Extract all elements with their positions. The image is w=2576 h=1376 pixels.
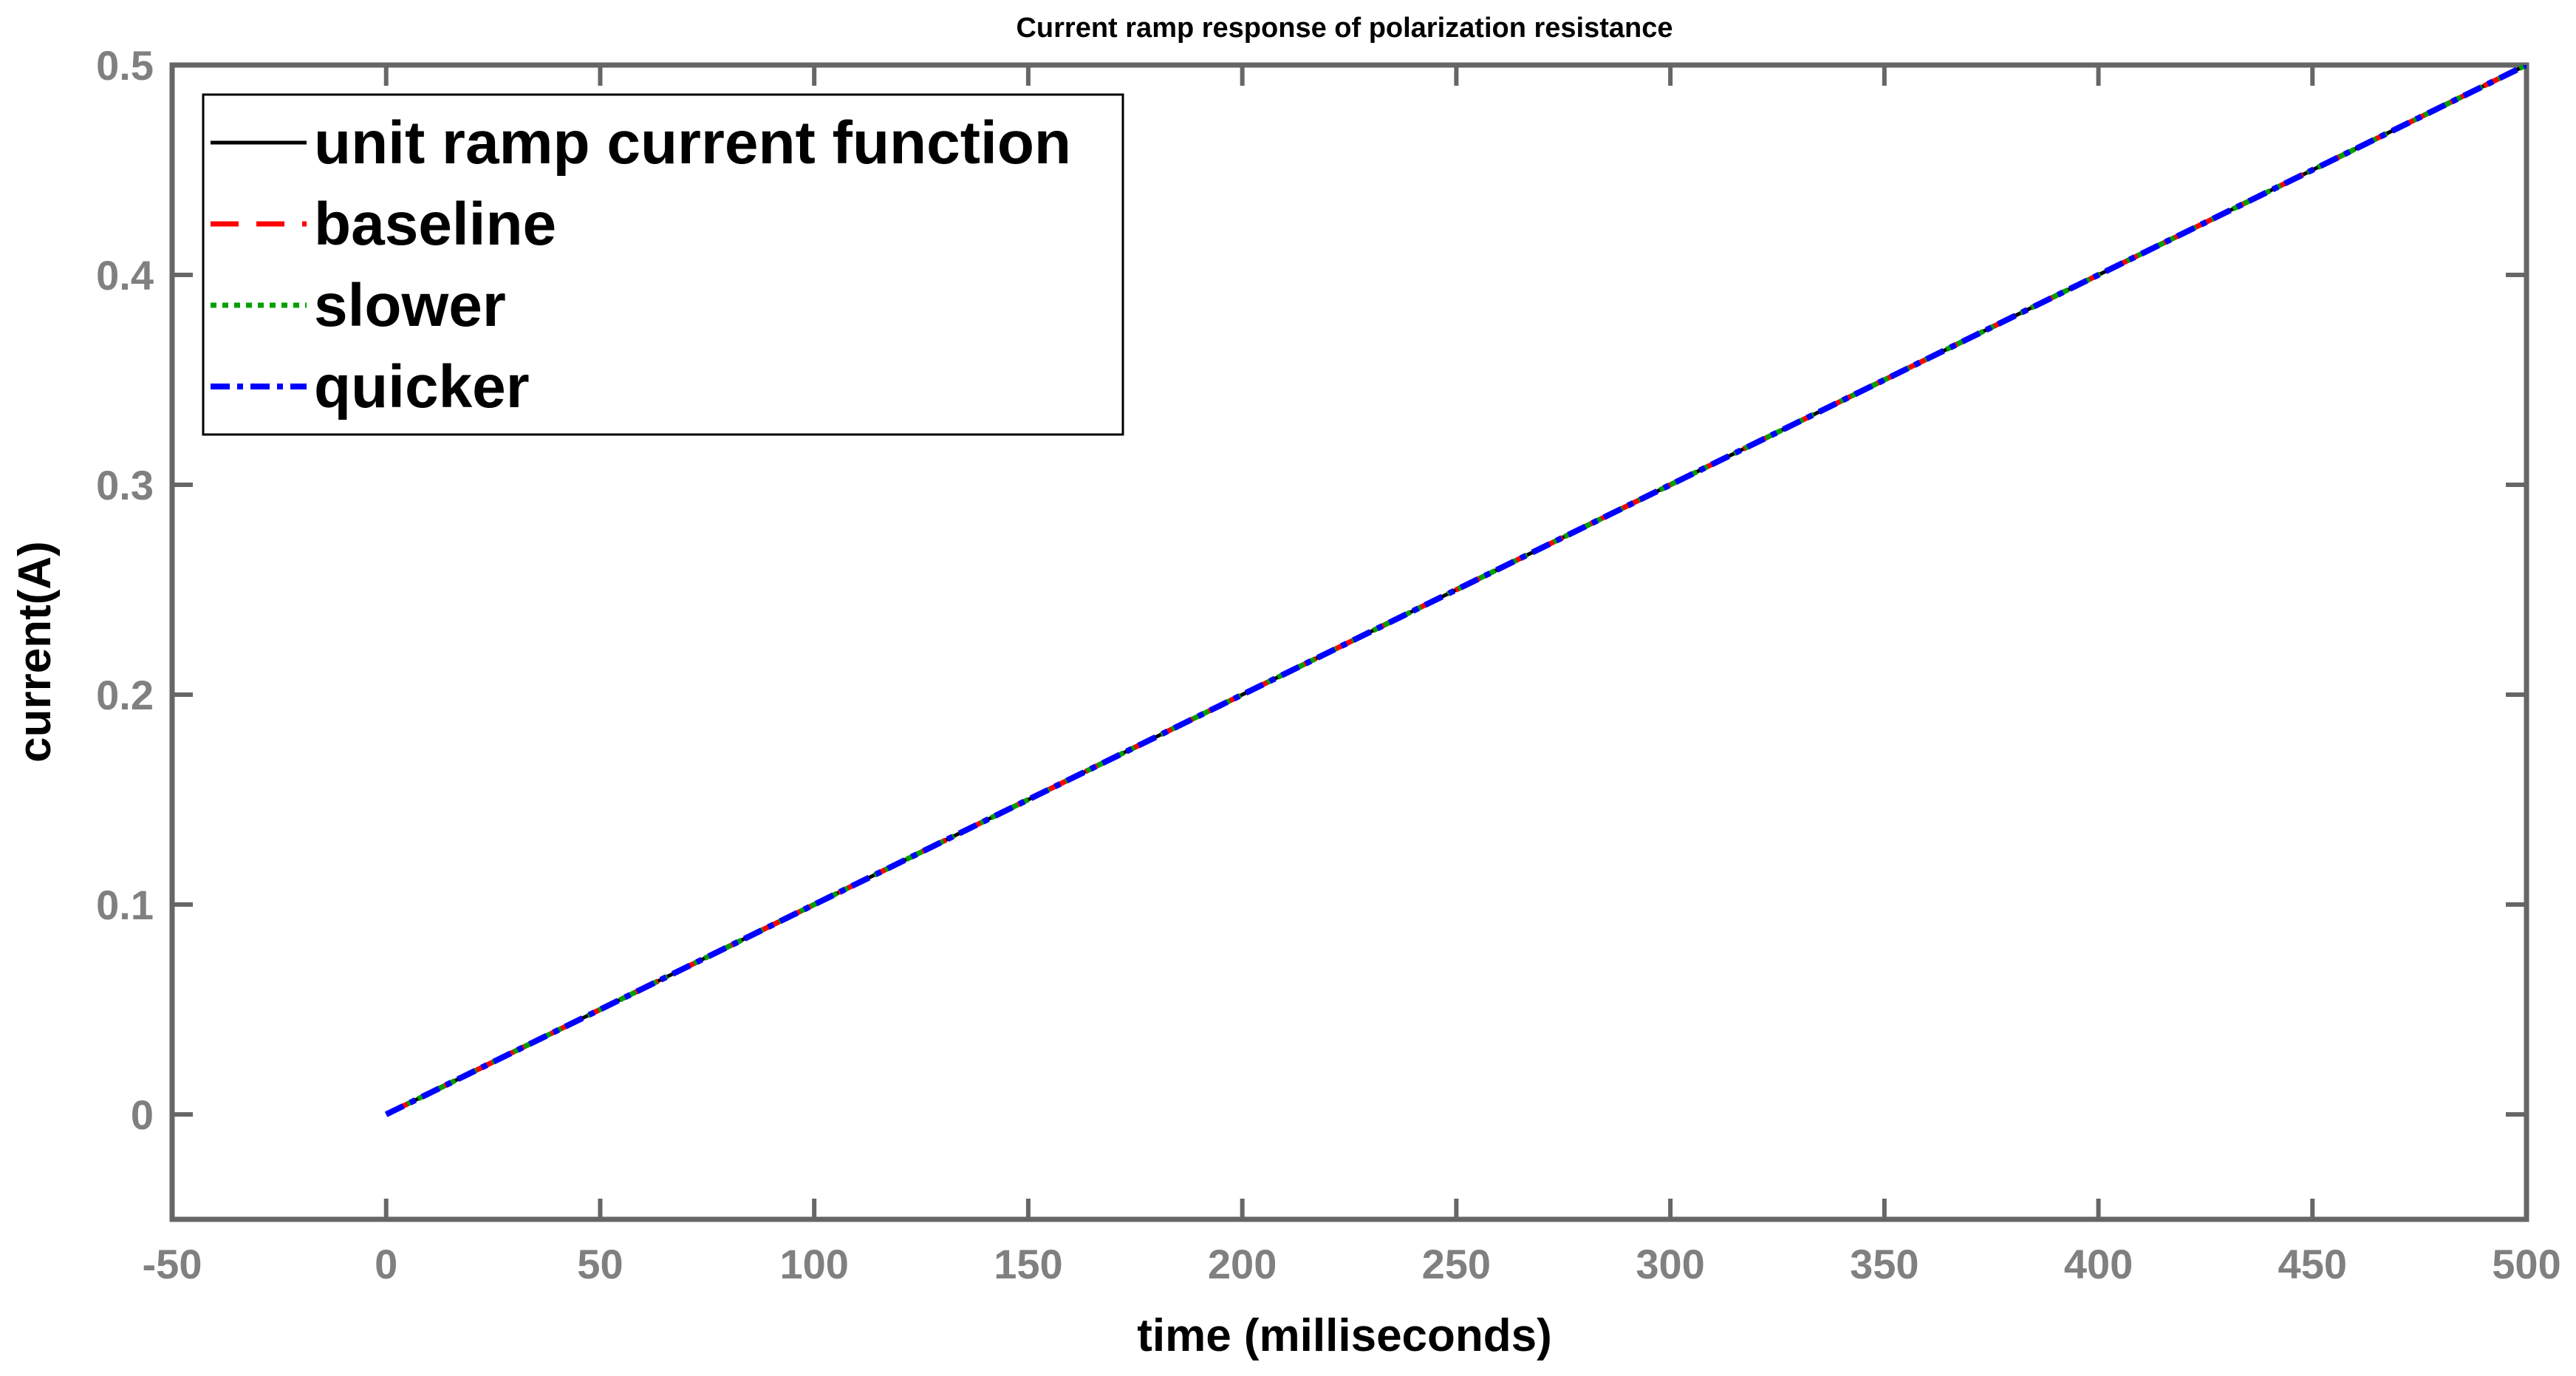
x-tick-label: 500 xyxy=(2492,1241,2560,1287)
x-tick-label: 0 xyxy=(375,1241,397,1287)
x-tick-label: 300 xyxy=(1636,1241,1704,1287)
x-tick-label: 50 xyxy=(577,1241,623,1287)
y-tick-label: 0.1 xyxy=(96,882,154,928)
chart-title: Current ramp response of polarization re… xyxy=(1016,13,1673,44)
y-axis-title: current(A) xyxy=(10,541,61,763)
x-tick-label: 450 xyxy=(2278,1241,2347,1287)
series-line-quicker xyxy=(384,65,2527,1117)
y-tick-label: 0 xyxy=(131,1091,154,1138)
x-tick-label: -50 xyxy=(143,1241,202,1287)
legend-box xyxy=(202,93,1124,436)
legend-label: slower xyxy=(314,272,506,339)
legend-label: unit ramp current function xyxy=(314,109,1071,177)
x-tick-label: 100 xyxy=(779,1241,848,1287)
plot-area: -50 0 50 100 150 200 250 300 350 400 450 500 0 0.1 0.2… xyxy=(96,42,2561,1287)
x-tick-label: 150 xyxy=(994,1241,1062,1287)
x-axis-title: time (milliseconds) xyxy=(1137,1310,1552,1361)
x-tick-label: 200 xyxy=(1208,1241,1277,1287)
x-tick-label: 400 xyxy=(2064,1241,2133,1287)
legend-label: baseline xyxy=(314,191,556,258)
y-tick-label: 0.5 xyxy=(96,42,154,89)
x-tick-label: 350 xyxy=(1850,1241,1919,1287)
y-tick-label: 0.2 xyxy=(96,672,154,718)
legend-label: quicker xyxy=(314,353,530,420)
y-tick-label: 0.3 xyxy=(96,462,154,508)
legend: unit ramp current function baseline slower… xyxy=(202,93,1124,436)
y-tick-label: 0.4 xyxy=(96,252,154,299)
x-tick-label: 250 xyxy=(1422,1241,1491,1287)
